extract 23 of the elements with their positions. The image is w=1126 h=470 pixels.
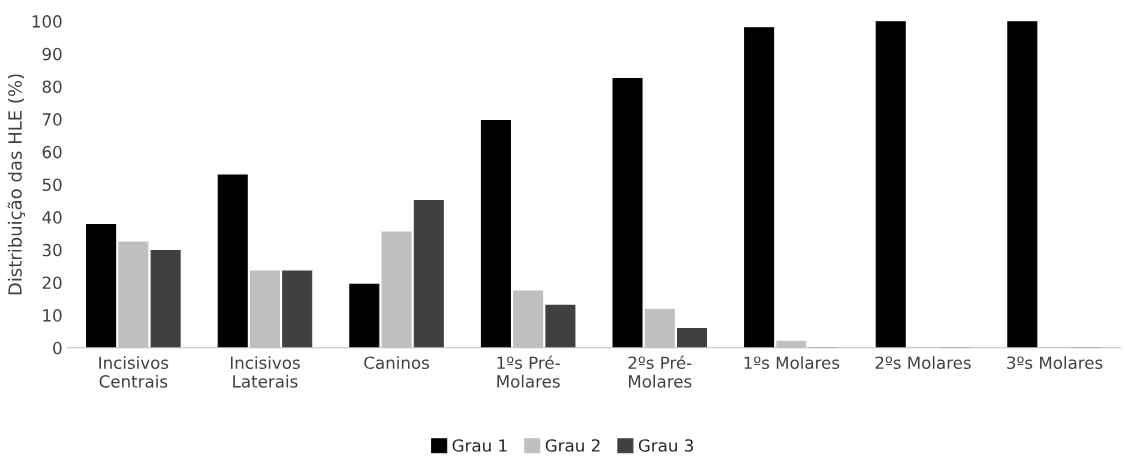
y-tick-label: 60: [42, 145, 62, 159]
y-tick-label: 40: [42, 211, 62, 224]
y-tick-label: 50: [42, 178, 62, 192]
legend-label: Grau 2: [545, 439, 600, 452]
y-tick-label: 20: [42, 276, 62, 290]
y-tick-label: 90: [42, 47, 62, 61]
x-tick-label: 3ºs Molares: [1007, 356, 1103, 370]
x-tick-label: 1ºs Molares: [744, 356, 840, 370]
legend-label: Grau 3: [638, 439, 693, 452]
x-tick-label: 2ºs Molares: [875, 356, 971, 370]
x-tick-label: 1ºs Pré- Molares: [497, 355, 560, 388]
y-tick-label: 70: [42, 113, 62, 126]
y-tick-label: 30: [42, 243, 62, 257]
y-axis-title: Distribuição das HLE (%): [7, 74, 26, 295]
y-tick-label: 0: [53, 341, 62, 355]
y-tick-label: 80: [42, 80, 62, 94]
x-tick-label: 2ºs Pré- Molares: [628, 355, 692, 388]
x-tick-label: Caninos: [364, 356, 429, 370]
x-tick-label: Incisivos Centrais: [99, 356, 169, 388]
x-tick-label: Incisivos Laterais: [230, 356, 300, 388]
y-tick-label: 10: [43, 309, 62, 322]
legend-label: Grau 1: [452, 439, 507, 452]
y-tick-label: 100: [32, 15, 62, 28]
